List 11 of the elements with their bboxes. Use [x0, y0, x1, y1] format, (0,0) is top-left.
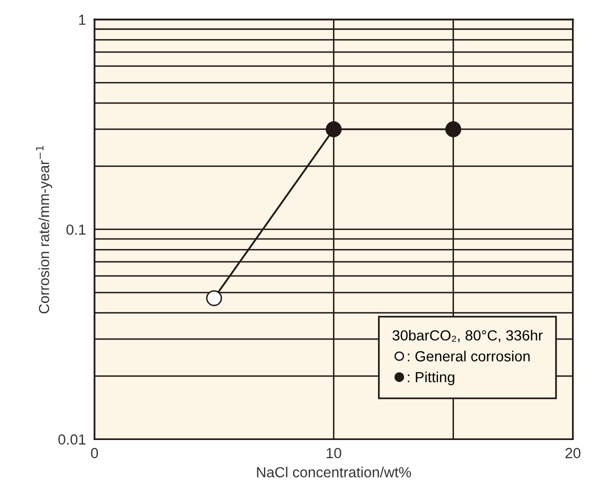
x-axis-title: NaCl concentration/wt% — [257, 466, 411, 478]
legend-title: 30barCO₂, 80°C, 336hr — [392, 330, 543, 342]
y-axis-title: Corrosion rate/mm-year$^{−1}$ — [36, 146, 52, 314]
x-tick-label: 0 — [91, 448, 98, 458]
x-tick-label: 20 — [566, 448, 580, 458]
x-tick-label: 10 — [326, 448, 342, 458]
y-tick-label: 0.1 — [66, 224, 86, 235]
legend-label: : General corrosion — [408, 350, 530, 362]
y-tick-label: 0.01 — [58, 434, 86, 445]
legend-label: : Pitting — [408, 372, 454, 386]
y-tick-label: 1 — [79, 14, 86, 25]
